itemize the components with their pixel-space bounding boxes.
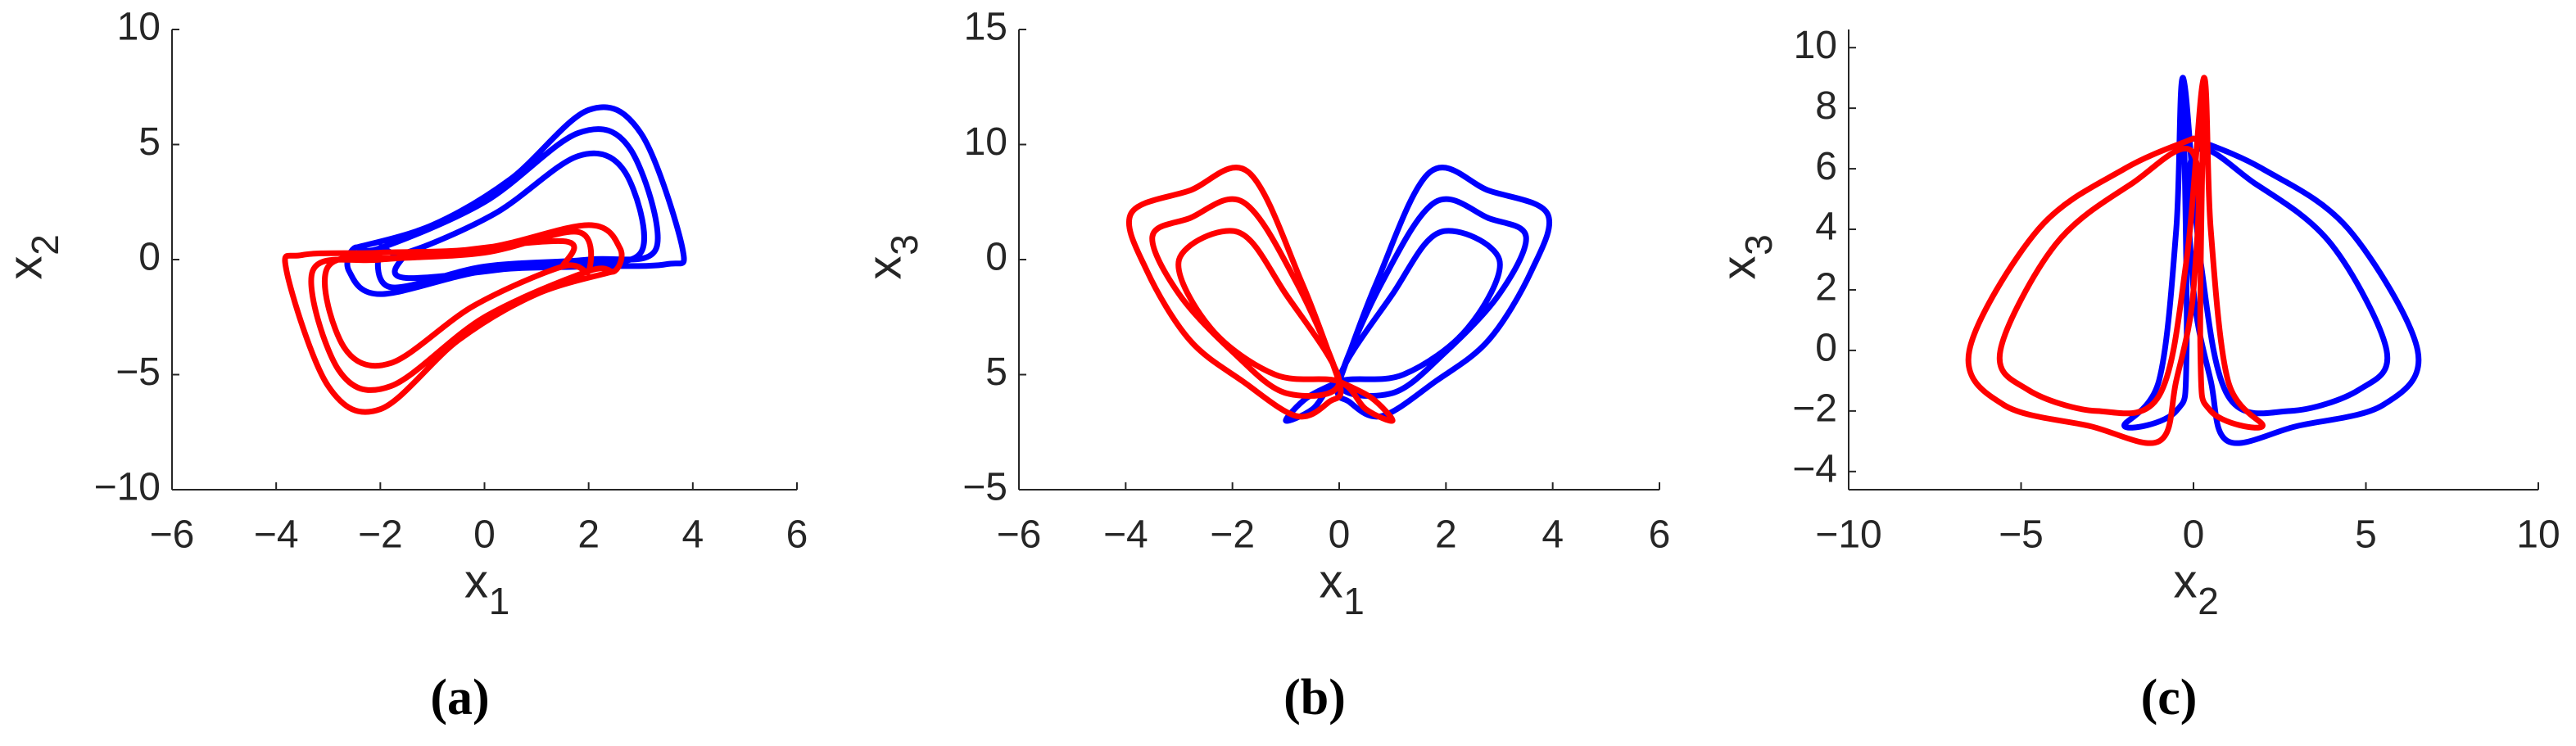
x-tick-label: −4 bbox=[1103, 513, 1148, 557]
y-tick-label: 2 bbox=[1815, 266, 1837, 310]
trajectory bbox=[1125, 165, 1396, 424]
x-tick-label: −2 bbox=[1210, 513, 1255, 557]
trajectory bbox=[1965, 75, 2266, 446]
y-tick-label: −5 bbox=[115, 350, 161, 394]
y-tick-label: 4 bbox=[1815, 206, 1837, 249]
x-tick-label: 2 bbox=[577, 513, 600, 557]
x-tick-label: 2 bbox=[1435, 513, 1457, 557]
y-tick-label: −10 bbox=[94, 466, 161, 509]
y-label-sub: 3 bbox=[1737, 234, 1780, 255]
trajectory bbox=[344, 104, 687, 297]
y-tick-label: 0 bbox=[1815, 327, 1837, 370]
trajectory bbox=[2121, 75, 2422, 446]
y-tick-label: 10 bbox=[1794, 24, 1837, 67]
x-tick-label: −6 bbox=[997, 513, 1042, 557]
x-tick-label: 4 bbox=[1542, 513, 1564, 557]
x-label-main: x bbox=[2174, 554, 2198, 608]
y-tick-label: 5 bbox=[138, 120, 161, 164]
x-label-sub: 1 bbox=[489, 580, 510, 622]
y-tick-label: 0 bbox=[138, 236, 161, 279]
x-label-sub: 2 bbox=[2198, 580, 2219, 622]
x-tick-label: 5 bbox=[2355, 513, 2377, 557]
x-label-sub: 1 bbox=[1343, 580, 1365, 622]
x-tick-label: 0 bbox=[1329, 513, 1351, 557]
y-tick-label: 6 bbox=[1815, 145, 1837, 188]
x-tick-label: 0 bbox=[473, 513, 496, 557]
panel-caption: (b) bbox=[1283, 670, 1346, 726]
y-label-main: x bbox=[858, 256, 911, 280]
y-tick-label: 0 bbox=[985, 236, 1007, 279]
x-label-main: x bbox=[464, 554, 488, 608]
x-label-main: x bbox=[1320, 554, 1343, 608]
x-tick-label: −6 bbox=[150, 513, 195, 557]
y-label-main: x bbox=[1712, 256, 1765, 280]
trajectory bbox=[282, 222, 625, 415]
y-axis-label: x3 bbox=[1712, 234, 1780, 279]
panel-caption: (a) bbox=[430, 670, 489, 726]
x-tick-label: −5 bbox=[1999, 513, 2044, 557]
y-tick-label: 15 bbox=[964, 6, 1007, 49]
x-tick-label: −2 bbox=[358, 513, 403, 557]
y-axis-label: x3 bbox=[858, 234, 926, 279]
x-tick-label: 6 bbox=[1649, 513, 1671, 557]
y-tick-label: 5 bbox=[985, 350, 1007, 394]
trajectory bbox=[1283, 165, 1553, 424]
y-tick-label: 10 bbox=[964, 120, 1007, 164]
y-tick-label: −5 bbox=[962, 466, 1007, 509]
x-tick-label: 6 bbox=[786, 513, 808, 557]
x-tick-label: −10 bbox=[1815, 513, 1881, 557]
panel-caption: (c) bbox=[2141, 670, 2198, 726]
y-label-sub: 3 bbox=[883, 234, 926, 255]
x-tick-label: −4 bbox=[254, 513, 299, 557]
y-tick-label: 8 bbox=[1815, 84, 1837, 128]
x-tick-label: 4 bbox=[681, 513, 704, 557]
x-tick-label: 10 bbox=[2516, 513, 2560, 557]
y-label-sub: 2 bbox=[24, 234, 66, 255]
y-tick-label: −2 bbox=[1792, 387, 1837, 431]
y-tick-label: 10 bbox=[117, 6, 161, 49]
y-label-main: x bbox=[0, 256, 52, 280]
y-axis-label: x2 bbox=[0, 234, 66, 279]
x-tick-label: 0 bbox=[2183, 513, 2205, 557]
y-tick-label: −4 bbox=[1792, 447, 1837, 491]
